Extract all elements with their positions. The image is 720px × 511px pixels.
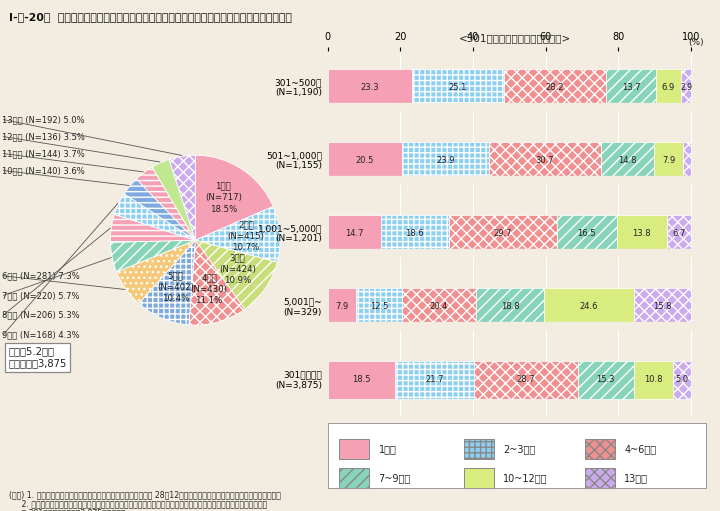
Text: 2~3項目: 2~3項目 — [503, 444, 536, 454]
Text: 29.7: 29.7 — [493, 229, 512, 238]
Text: 10.8: 10.8 — [644, 376, 662, 384]
Bar — [606, 68, 656, 107]
Text: 7.9: 7.9 — [336, 303, 348, 311]
Text: 13.7: 13.7 — [621, 83, 640, 92]
Text: 13項目: 13項目 — [624, 473, 648, 483]
Text: 7.9: 7.9 — [662, 156, 675, 165]
Bar — [328, 68, 413, 107]
Text: 4項目
(N=430)
11.1%: 4項目 (N=430) 11.1% — [191, 273, 228, 305]
Wedge shape — [195, 155, 274, 240]
Wedge shape — [152, 159, 195, 240]
Text: 6.9: 6.9 — [662, 83, 675, 92]
Text: 18.6: 18.6 — [405, 229, 424, 238]
Wedge shape — [114, 194, 195, 240]
Bar — [489, 142, 600, 180]
Text: 20.4: 20.4 — [430, 303, 448, 311]
Text: 1項目: 1項目 — [379, 444, 397, 454]
Wedge shape — [195, 206, 280, 262]
Text: 12.5: 12.5 — [370, 303, 388, 311]
Text: 6項目 (N=281) 7.3%: 6項目 (N=281) 7.3% — [1, 271, 79, 281]
Text: 1項目
(N=717)
18.5%: 1項目 (N=717) 18.5% — [205, 181, 242, 214]
Wedge shape — [189, 240, 245, 325]
Bar — [667, 215, 691, 253]
Bar — [474, 361, 578, 399]
Bar — [600, 142, 654, 180]
Text: 16.5: 16.5 — [577, 229, 596, 238]
Text: 2項目
(N=415)
10.7%: 2項目 (N=415) 10.7% — [228, 221, 264, 252]
Text: 4~6項目: 4~6項目 — [624, 444, 657, 454]
Wedge shape — [110, 215, 195, 242]
Wedge shape — [169, 155, 195, 240]
Wedge shape — [124, 179, 195, 240]
Bar — [381, 215, 449, 253]
Text: 13.8: 13.8 — [632, 229, 651, 238]
Text: <301人以上の事業主（規模別）>: <301人以上の事業主（規模別）> — [459, 33, 571, 43]
Text: 23.3: 23.3 — [361, 83, 379, 92]
Bar — [557, 215, 616, 253]
Wedge shape — [110, 240, 195, 272]
FancyBboxPatch shape — [585, 439, 615, 458]
Text: (%): (%) — [688, 38, 704, 47]
Text: 7項目 (N=220) 5.7%: 7項目 (N=220) 5.7% — [1, 291, 79, 300]
Text: 9項目 (N=168) 4.3%: 9項目 (N=168) 4.3% — [1, 330, 79, 339]
Bar — [328, 215, 381, 253]
Text: 23.9: 23.9 — [436, 156, 455, 165]
FancyBboxPatch shape — [339, 439, 369, 458]
Text: 10~12項目: 10~12項目 — [503, 473, 548, 483]
Text: 28.2: 28.2 — [546, 83, 564, 92]
Text: 12項目 (N=136) 3.5%: 12項目 (N=136) 3.5% — [1, 132, 84, 141]
Text: 8項目 (N=206) 5.3%: 8項目 (N=206) 5.3% — [1, 310, 79, 319]
Text: 13項目 (N=192) 5.0%: 13項目 (N=192) 5.0% — [1, 115, 84, 124]
Text: 6.7: 6.7 — [672, 229, 685, 238]
Text: 15.8: 15.8 — [653, 303, 672, 311]
Bar — [413, 68, 503, 107]
Text: 5項目
(N=402)
10.4%: 5項目 (N=402) 10.4% — [157, 271, 194, 303]
Text: I-特-20図  厚生労働省「女性の活躍推進企業データベース」において情報公表される項目数: I-特-20図 厚生労働省「女性の活躍推進企業データベース」において情報公表され… — [9, 12, 292, 22]
Bar — [683, 142, 691, 180]
Text: 24.6: 24.6 — [580, 303, 598, 311]
Bar — [673, 361, 691, 399]
Wedge shape — [117, 240, 195, 304]
Text: 2.9: 2.9 — [680, 83, 692, 92]
Bar — [402, 142, 489, 180]
Text: (備考) 1. 厚生労働省「女性の活躍推進企業データベース」（平成 28年12月末現在）より内閣府男女共同参画局にて作成。: (備考) 1. 厚生労働省「女性の活躍推進企業データベース」（平成 28年12月… — [9, 491, 282, 500]
Bar — [449, 215, 557, 253]
Bar — [503, 68, 606, 107]
Text: 5.0: 5.0 — [675, 376, 688, 384]
Text: が 301人以上の事業主（3,875）を集計。: が 301人以上の事業主（3,875）を集計。 — [9, 508, 126, 511]
FancyBboxPatch shape — [464, 439, 494, 458]
FancyBboxPatch shape — [585, 469, 615, 488]
Bar — [328, 361, 395, 399]
Text: 30.7: 30.7 — [536, 156, 554, 165]
Bar — [328, 288, 356, 326]
Bar — [476, 288, 544, 326]
Text: 28.7: 28.7 — [516, 376, 535, 384]
Bar — [681, 68, 691, 107]
Text: 15.3: 15.3 — [597, 376, 615, 384]
Bar — [578, 361, 634, 399]
Bar — [544, 288, 634, 326]
FancyBboxPatch shape — [464, 469, 494, 488]
Text: 11項目 (N=144) 3.7%: 11項目 (N=144) 3.7% — [1, 149, 84, 158]
Bar — [402, 288, 476, 326]
Text: 18.5: 18.5 — [352, 376, 371, 384]
Text: 3項目
(N=424)
10.9%: 3項目 (N=424) 10.9% — [219, 253, 256, 285]
Bar — [654, 142, 683, 180]
FancyBboxPatch shape — [339, 469, 369, 488]
Text: 14.8: 14.8 — [618, 156, 636, 165]
Bar — [634, 361, 673, 399]
Wedge shape — [139, 240, 195, 325]
Text: 平均：5.2項目
事業主数：3,875: 平均：5.2項目 事業主数：3,875 — [9, 346, 67, 368]
Text: 18.8: 18.8 — [500, 303, 519, 311]
Bar — [395, 361, 474, 399]
Bar — [328, 142, 402, 180]
Text: 21.7: 21.7 — [425, 376, 444, 384]
Text: 14.7: 14.7 — [345, 229, 364, 238]
Text: 25.1: 25.1 — [449, 83, 467, 92]
Bar — [356, 288, 402, 326]
Wedge shape — [136, 167, 195, 240]
Text: 20.5: 20.5 — [356, 156, 374, 165]
Bar — [616, 215, 667, 253]
Bar — [634, 288, 691, 326]
Text: 10項目 (N=140) 3.6%: 10項目 (N=140) 3.6% — [1, 166, 84, 175]
